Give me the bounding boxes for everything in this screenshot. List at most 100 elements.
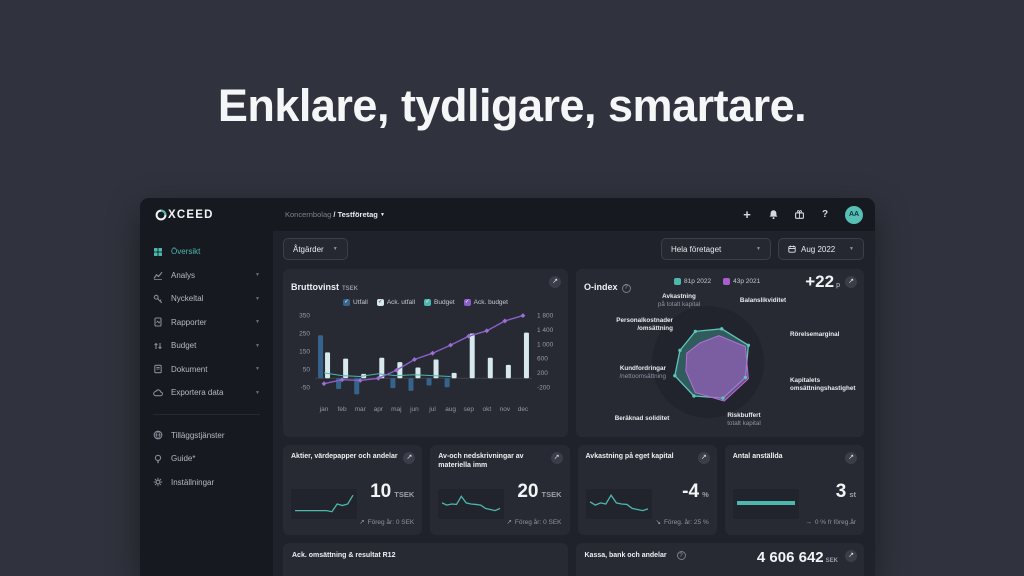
- document-icon: [154, 364, 162, 374]
- svg-text:350: 350: [299, 313, 310, 320]
- kpi-row: Aktier, värdepapper och andelar ↗ 10 TSEK ↗ F…: [283, 445, 864, 535]
- legend-toggle-budget[interactable]: ✓ Budget: [424, 299, 455, 306]
- legend-label: 43p 2021: [733, 278, 761, 285]
- gift-icon[interactable]: [793, 209, 805, 221]
- sidebar-divider: [153, 413, 260, 415]
- svg-text:apr: apr: [374, 406, 384, 413]
- svg-text:1 400: 1 400: [537, 327, 554, 334]
- sidebar-item-till-ggstj-nster[interactable]: Tilläggstjänster: [140, 424, 273, 448]
- svg-text:maj: maj: [391, 406, 401, 413]
- gross-profit-legend: ✓ Utfall ✓ Ack. utfall ✓ Budget ✓ Ack. budget: [291, 299, 560, 306]
- checkbox-icon[interactable]: ✓: [376, 299, 384, 306]
- legend-toggle-ack-budget[interactable]: ✓ Ack. budget: [463, 299, 508, 306]
- radar-axis-sublabel: på totalt kapital: [657, 301, 701, 308]
- radar-axis-label-balanslikviditet: Balanslikviditet: [739, 297, 787, 304]
- svg-text:mar: mar: [355, 406, 367, 413]
- o-index-delta: +22 p: [805, 272, 840, 292]
- legend-toggle-ack-utfall[interactable]: ✓ Ack. utfall: [376, 299, 416, 306]
- help-icon[interactable]: ?: [821, 209, 829, 220]
- svg-text:jan: jan: [319, 406, 329, 413]
- sidebar-item-budget[interactable]: Budget ▼: [140, 334, 273, 358]
- svg-text:1 800: 1 800: [537, 313, 554, 320]
- gross-profit-chart: 350 250 150 50 -50 1 800 1 400 1 000 600 200 -200 j…: [299, 313, 554, 413]
- top-bar: XCEED Koncernbolag / Testföretag ▼ + ? A…: [140, 198, 875, 231]
- sidebar-item-nyckeltal[interactable]: Nyckeltal ▼: [140, 287, 273, 311]
- chevron-down-icon: ▼: [255, 342, 260, 349]
- period-label: Aug 2022: [801, 244, 836, 254]
- radar-axis-sublabel: totalt kapital: [727, 420, 761, 427]
- company-dropdown[interactable]: Hela företaget ▼: [661, 238, 771, 260]
- sidebar-item-versikt[interactable]: Översikt: [140, 240, 273, 264]
- sidebar-item-guide[interactable]: Guide*: [140, 447, 273, 471]
- kpi-value: 10 TSEK: [370, 481, 415, 502]
- checkbox-icon[interactable]: ✓: [463, 299, 471, 306]
- app-logo[interactable]: XCEED: [140, 209, 273, 221]
- o-index-legend: 81p 2022 43p 2021: [674, 278, 760, 285]
- kpi-title: Aktier, värdepapper och andelar: [291, 453, 398, 460]
- chevron-down-icon: ▼: [849, 246, 854, 252]
- info-icon[interactable]: ?: [621, 283, 631, 293]
- add-icon[interactable]: +: [743, 207, 751, 222]
- actions-dropdown[interactable]: Åtgärder ▼: [283, 238, 348, 260]
- trend-up-icon: ↗: [359, 519, 365, 526]
- svg-text:jun: jun: [409, 406, 419, 413]
- chevron-down-icon: ▼: [255, 319, 260, 326]
- kpi-card-aktier-v-rdepapper-och-andelar: Aktier, värdepapper och andelar ↗ 10 TSEK ↗ F…: [283, 445, 423, 535]
- services-icon: [153, 430, 163, 440]
- revenue-result-title: Ack. omsättning & resultat R12: [292, 552, 396, 559]
- radar-axis-sublabel: /omsättning: [637, 325, 673, 332]
- sidebar-item-analys[interactable]: Analys ▼: [140, 264, 273, 288]
- radar-axis-label-kapitalets: Kapitalets omsättningshastighet: [790, 377, 856, 392]
- legend-label: Ack. utfall: [386, 299, 416, 306]
- logo-text: XCEED: [168, 208, 214, 221]
- sidebar-item-exportera-data[interactable]: Exportera data ▼: [140, 381, 273, 405]
- legend-label: Utfall: [353, 299, 368, 306]
- svg-text:50: 50: [303, 366, 311, 373]
- expand-icon[interactable]: ↗: [549, 276, 561, 288]
- expand-icon[interactable]: ↗: [697, 452, 710, 464]
- trend-up-icon: ↗: [506, 519, 512, 526]
- svg-text:nov: nov: [500, 406, 511, 413]
- delta-value: +22: [805, 272, 835, 291]
- expand-icon[interactable]: ↗: [845, 452, 857, 464]
- period-picker[interactable]: Aug 2022 ▼: [778, 238, 864, 260]
- legend-swatch: [674, 278, 681, 285]
- expand-icon[interactable]: ↗: [550, 452, 563, 464]
- sidebar-item-dokument[interactable]: Dokument ▼: [140, 358, 273, 382]
- report-icon: [154, 317, 162, 327]
- budget-icon: [154, 342, 162, 350]
- expand-icon[interactable]: ↗: [403, 452, 416, 464]
- legend-label: Budget: [434, 299, 455, 306]
- chevron-down-icon: ▼: [332, 246, 338, 252]
- sidebar-item-label: Exportera data: [171, 388, 224, 398]
- expand-icon[interactable]: ↗: [845, 276, 857, 288]
- bottom-row: Ack. omsättning & resultat R12 Kassa, ba…: [283, 543, 864, 576]
- kpi-value: 20 TSEK: [517, 481, 562, 502]
- avatar[interactable]: AA: [845, 205, 863, 224]
- svg-text:250: 250: [299, 331, 310, 338]
- bell-icon[interactable]: [767, 209, 779, 221]
- hero-title: Enklare, tydligare, smartare.: [217, 80, 807, 131]
- breadcrumb[interactable]: Koncernbolag / Testföretag ▼: [285, 210, 385, 219]
- kpi-note: → 0 % fr föreg.år: [805, 519, 856, 526]
- sidebar-item-rapporter[interactable]: Rapporter ▼: [140, 311, 273, 335]
- svg-text:aug: aug: [445, 406, 456, 413]
- legend-toggle-utfall[interactable]: ✓ Utfall: [343, 299, 368, 306]
- cash-bank-title: Kassa, bank och andelar: [584, 552, 667, 559]
- svg-text:600: 600: [537, 356, 548, 363]
- o-index-legend-43p-2021[interactable]: 43p 2021: [723, 278, 760, 285]
- sidebar-item-inst-llningar[interactable]: Inställningar: [140, 471, 273, 495]
- svg-text:okt: okt: [482, 406, 491, 413]
- value: 4 606 642: [756, 549, 824, 566]
- expand-icon[interactable]: ↗: [845, 550, 857, 562]
- checkbox-icon[interactable]: ✓: [343, 299, 351, 306]
- info-icon[interactable]: ?: [676, 551, 686, 560]
- main-content: Åtgärder ▼ Hela företaget ▼ Aug 2022 ▼: [273, 231, 875, 576]
- checkbox-icon[interactable]: ✓: [424, 299, 432, 306]
- sidebar-item-label: Inställningar: [171, 477, 215, 487]
- delta-unit: p: [836, 282, 840, 289]
- o-index-legend-81p-2022[interactable]: 81p 2022: [674, 278, 711, 285]
- chevron-down-icon: ▼: [379, 212, 385, 218]
